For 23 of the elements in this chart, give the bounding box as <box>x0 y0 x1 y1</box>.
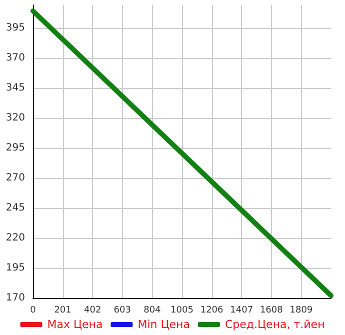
legend-label: Min Цена <box>138 318 190 331</box>
x-tick-label: 1005 <box>170 306 194 316</box>
legend-label: Сред.Цена, т.йен <box>224 318 325 331</box>
x-tick-label: 603 <box>114 306 131 316</box>
x-tick-label: 1608 <box>260 306 284 316</box>
y-tick-label: 395 <box>6 22 25 34</box>
y-tick-label: 295 <box>6 142 25 154</box>
x-tick-label: 201 <box>54 306 72 316</box>
y-tick-label: 220 <box>6 232 25 244</box>
x-tick-label: 804 <box>144 306 162 316</box>
y-tick-label: 170 <box>6 292 25 304</box>
y-tick-label: 320 <box>6 112 25 124</box>
x-tick-label: 1809 <box>290 306 313 316</box>
y-tick-label: 195 <box>6 262 25 274</box>
y-tick-label: 370 <box>6 52 25 64</box>
x-tick-label: 0 <box>30 306 36 316</box>
x-tick-label: 1407 <box>230 306 254 316</box>
y-tick-label: 245 <box>6 202 25 214</box>
legend-label: Max Цена <box>47 318 103 331</box>
x-tick-label: 402 <box>84 306 102 316</box>
y-tick-label: 270 <box>6 172 25 184</box>
x-tick-label: 1206 <box>200 306 224 316</box>
y-tick-label: 345 <box>6 82 25 94</box>
